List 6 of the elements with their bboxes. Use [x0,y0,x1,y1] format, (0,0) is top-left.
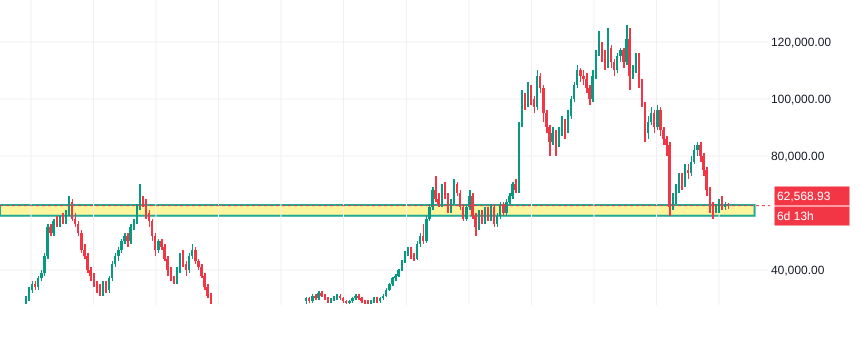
ref-line-label: 62,568.93 [777,189,831,203]
y-tick-label: 80,000.00 [771,149,825,164]
y-tick-label: 40,000.00 [771,263,825,278]
y-tick-label: 100,000.00 [771,92,832,106]
text: 6d 13h [777,209,814,223]
y-tick-label: 120,000.00 [771,35,832,50]
